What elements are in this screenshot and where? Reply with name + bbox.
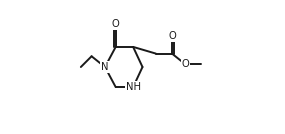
Text: O: O — [112, 19, 120, 29]
Text: O: O — [182, 59, 189, 69]
Text: N: N — [101, 62, 109, 72]
Text: O: O — [168, 31, 176, 41]
Text: NH: NH — [126, 82, 141, 92]
